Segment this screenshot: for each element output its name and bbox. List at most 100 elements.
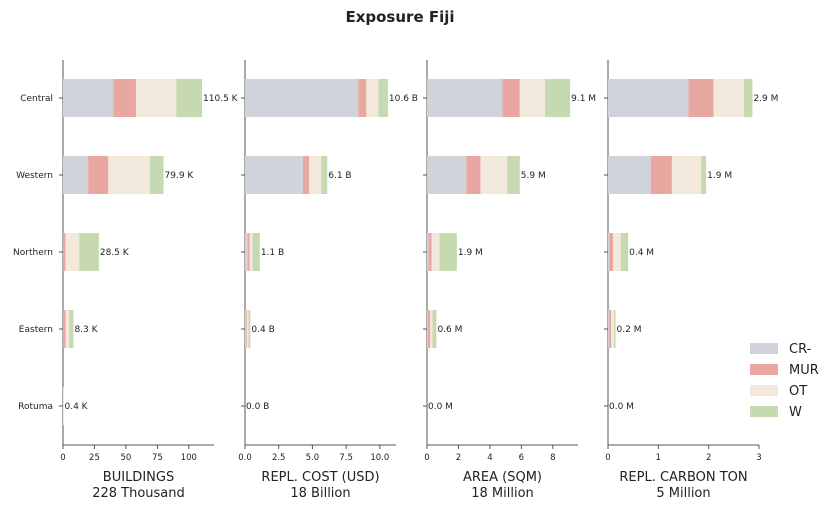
x-tick-label: 2	[706, 453, 711, 463]
bar-ot-northern	[249, 233, 253, 271]
category-label: Western	[16, 171, 53, 181]
x-tick-label: 0	[424, 453, 429, 463]
bar-ot-eastern	[430, 310, 433, 348]
bar-mur-eastern	[246, 310, 248, 348]
bar-ot-central	[135, 79, 177, 117]
bar-mur-western	[650, 156, 672, 194]
bar-w-northern	[252, 233, 260, 271]
bar-cr-central	[608, 79, 689, 117]
chart-legend: CR- MUR OT W	[750, 342, 819, 420]
bar-ot-northern	[431, 233, 440, 271]
total-label: 0.4 B	[251, 325, 274, 335]
category-label: Rotuma	[18, 402, 53, 412]
bar-ot-northern	[65, 233, 80, 271]
total-label: 10.6 B	[389, 94, 418, 104]
total-label: 2.9 M	[753, 94, 778, 104]
bar-ot-western	[671, 156, 702, 194]
legend-label: CR-	[789, 342, 812, 357]
total-label: 0.2 M	[617, 325, 642, 335]
bar-w-eastern	[69, 310, 74, 348]
legend-swatch	[750, 343, 778, 354]
bar-ot-western	[480, 156, 508, 194]
bar-cr-central	[63, 79, 114, 117]
bar-w-western	[149, 156, 164, 194]
category-label: Northern	[13, 248, 53, 258]
legend-swatch	[750, 385, 778, 396]
bar-ot-northern	[613, 233, 621, 271]
total-label: 0.0 M	[428, 402, 453, 412]
bar-w-eastern	[614, 310, 616, 348]
bar-mur-northern	[63, 233, 66, 271]
bar-w-northern	[620, 233, 629, 271]
x-tick-label: 100	[181, 453, 197, 463]
bar-cr-northern	[608, 233, 610, 271]
x-axis-label: BUILDINGS	[103, 470, 174, 485]
total-label: 5.9 M	[521, 171, 546, 181]
legend-label: MUR	[789, 363, 819, 378]
bar-w-northern	[439, 233, 457, 271]
panel-4: 0 1 2 3 2.9 M 1.9 M 0.4 M 0.2 M 0.0 M REPL. CARBO…	[604, 60, 778, 501]
legend-label: OT	[789, 384, 807, 399]
bar-ot-eastern	[65, 310, 70, 348]
bar-w-central	[378, 79, 388, 117]
bar-mur-eastern	[609, 310, 612, 348]
x-tick-label: 0.0	[238, 453, 252, 463]
bar-w-eastern	[432, 310, 437, 348]
bar-ot-eastern	[611, 310, 615, 348]
bar-mur-northern	[247, 233, 250, 271]
x-tick-label: 3	[756, 453, 761, 463]
bar-w-central	[176, 79, 203, 117]
panel-3: 0 2 4 6 8 9.1 M 5.9 M 1.9 M 0.6 M 0.0 M AREA (SQM)…	[423, 60, 596, 501]
legend-label: W	[789, 405, 802, 420]
x-axis-sublabel: 18 Billion	[290, 486, 350, 501]
x-tick-label: 1	[656, 453, 661, 463]
bar-cr-northern	[245, 233, 248, 271]
bar-mur-central	[358, 79, 367, 117]
x-axis-sublabel: 18 Million	[471, 486, 534, 501]
bar-cr-eastern	[245, 310, 247, 348]
x-tick-label: 5.0	[306, 453, 320, 463]
bar-w-western	[701, 156, 707, 194]
legend-item: OT	[750, 384, 807, 399]
bar-cr-eastern	[608, 310, 610, 348]
bar-mur-western	[466, 156, 481, 194]
panel-2: 0.0 2.5 5.0 7.5 10.0 10.6 B 6.1 B 1.1 B 0.4 B 0.0…	[238, 60, 418, 501]
bar-ot-western	[309, 156, 322, 194]
bar-w-rotuma	[63, 387, 64, 425]
category-label: Eastern	[19, 325, 53, 335]
total-label: 1.1 B	[261, 248, 284, 258]
x-tick-label: 7.5	[339, 453, 353, 463]
bar-w-eastern	[248, 310, 251, 348]
bar-mur-western	[88, 156, 109, 194]
x-tick-label: 50	[121, 453, 132, 463]
bar-mur-central	[113, 79, 136, 117]
total-label: 6.1 B	[328, 171, 351, 181]
bar-cr-western	[63, 156, 89, 194]
legend-item: W	[750, 405, 802, 420]
x-tick-label: 25	[89, 453, 100, 463]
bar-ot-western	[108, 156, 150, 194]
bar-ot-central	[713, 79, 744, 117]
bar-cr-western	[608, 156, 651, 194]
x-axis-label: REPL. CARBON TON	[619, 470, 747, 485]
chart-title: Exposure Fiji	[345, 8, 454, 26]
x-tick-label: 2.5	[272, 453, 286, 463]
category-label: Central	[20, 94, 53, 104]
bar-w-western	[507, 156, 520, 194]
legend-swatch	[750, 364, 778, 375]
bar-w-western	[321, 156, 328, 194]
bar-mur-central	[502, 79, 520, 117]
x-tick-label: 0	[60, 453, 65, 463]
total-label: 0.4 K	[65, 402, 89, 412]
x-tick-label: 75	[152, 453, 163, 463]
x-tick-label: 0	[605, 453, 610, 463]
bar-cr-western	[245, 156, 303, 194]
x-axis-label: REPL. COST (USD)	[261, 470, 379, 485]
chart-panels: Central Western Northern Eastern Rotuma 0 25 50…	[13, 60, 778, 501]
total-label: 1.9 M	[707, 171, 732, 181]
bar-ot-central	[366, 79, 379, 117]
legend-item: MUR	[750, 363, 819, 378]
total-label: 1.9 M	[458, 248, 483, 258]
bar-w-central	[743, 79, 753, 117]
bar-cr-central	[427, 79, 503, 117]
